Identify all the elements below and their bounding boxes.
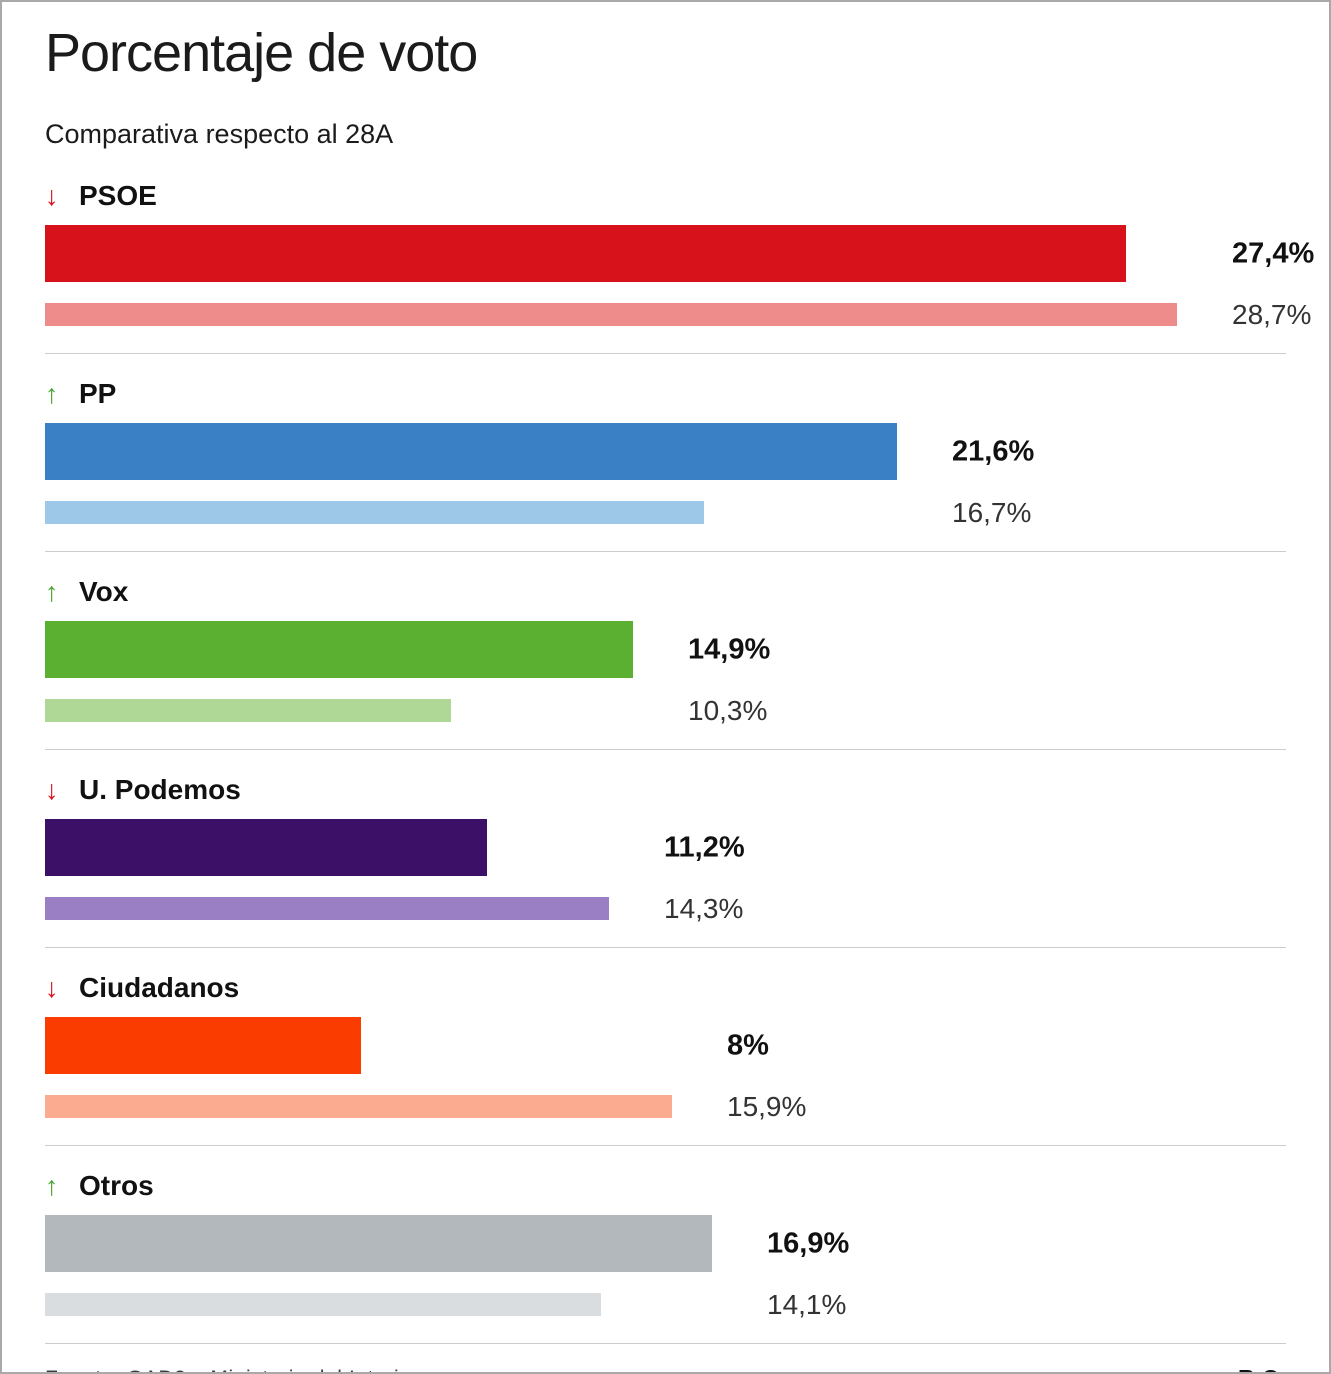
current-bar-row: 27,4% (45, 225, 1314, 283)
credit-name: R.C. (1238, 1365, 1286, 1372)
party-header: ↑ PP (45, 378, 1286, 410)
current-bar (45, 1215, 712, 1273)
footer: Fuente: GAD3 y Ministerio del Interior ∷… (45, 1344, 1286, 1372)
previous-value: 14,3% (664, 892, 744, 924)
party-name: U. Podemos (79, 774, 241, 806)
previous-value: 14,1% (767, 1288, 847, 1320)
current-bar (45, 1017, 361, 1075)
credit: ∷ R.C. (1216, 1365, 1286, 1372)
trend-arrow-icon: ↓ (45, 775, 59, 806)
party-header: ↑ Otros (45, 1170, 1286, 1202)
previous-value: 10,3% (688, 694, 768, 726)
current-value: 27,4% (1232, 237, 1315, 270)
party-header: ↓ PSOE (45, 180, 1286, 212)
previous-bar-row: 15,9% (45, 1091, 1286, 1122)
trend-arrow-icon: ↓ (45, 973, 59, 1004)
current-bar (45, 819, 487, 877)
previous-value: 16,7% (952, 496, 1032, 528)
trend-arrow-icon: ↑ (45, 1171, 59, 1202)
previous-bar (45, 303, 1177, 327)
current-bar (45, 423, 897, 481)
chart: ↓ PSOE 27,4% 28,7% ↑ PP 21,6% 16,7% ↑ Vo… (45, 156, 1314, 1345)
current-bar-row: 16,9% (45, 1215, 1286, 1273)
party-name: Ciudadanos (79, 972, 240, 1004)
current-value: 14,9% (688, 633, 771, 666)
party-group: ↓ PSOE 27,4% 28,7% (45, 156, 1314, 355)
trend-arrow-icon: ↑ (45, 379, 59, 410)
party-group: ↑ PP 21,6% 16,7% (45, 354, 1286, 553)
previous-value: 15,9% (727, 1090, 807, 1122)
party-name: PP (79, 378, 117, 410)
current-bar-row: 8% (45, 1017, 1286, 1075)
previous-bar-row: 14,1% (45, 1289, 1286, 1320)
current-bar-row: 14,9% (45, 621, 1286, 679)
previous-bar-row: 16,7% (45, 497, 1286, 528)
party-header: ↓ Ciudadanos (45, 972, 1286, 1004)
current-bar (45, 225, 1126, 283)
party-name: Vox (79, 576, 129, 608)
previous-bar-row: 10,3% (45, 695, 1286, 726)
previous-bar (45, 699, 451, 723)
current-value: 16,9% (767, 1227, 850, 1260)
trend-arrow-icon: ↓ (45, 181, 59, 212)
trend-arrow-icon: ↑ (45, 577, 59, 608)
current-bar-row: 11,2% (45, 819, 1286, 877)
party-group: ↑ Otros 16,9% 14,1% (45, 1146, 1286, 1345)
current-value: 11,2% (664, 831, 745, 864)
page-title: Porcentaje de voto (45, 23, 478, 83)
party-header: ↑ Vox (45, 576, 1286, 608)
party-name: PSOE (79, 180, 157, 212)
party-name: Otros (79, 1170, 154, 1202)
current-bar-row: 21,6% (45, 423, 1286, 481)
previous-bar (45, 501, 704, 525)
current-bar (45, 621, 633, 679)
current-value: 8% (727, 1029, 769, 1062)
party-group: ↓ Ciudadanos 8% 15,9% (45, 948, 1286, 1147)
previous-bar-row: 14,3% (45, 893, 1286, 924)
party-header: ↓ U. Podemos (45, 774, 1286, 806)
credit-mark-icon: ∷ (1216, 1366, 1230, 1372)
previous-bar-row: 28,7% (45, 299, 1311, 330)
party-group: ↓ U. Podemos 11,2% 14,3% (45, 750, 1286, 949)
previous-value: 28,7% (1232, 298, 1312, 330)
source-text: Fuente: GAD3 y Ministerio del Interior (45, 1367, 419, 1372)
previous-bar (45, 1293, 601, 1317)
party-group: ↑ Vox 14,9% 10,3% (45, 552, 1286, 751)
previous-bar (45, 897, 609, 921)
current-value: 21,6% (952, 435, 1035, 468)
page-subtitle: Comparativa respecto al 28A (45, 119, 394, 150)
previous-bar (45, 1095, 672, 1119)
